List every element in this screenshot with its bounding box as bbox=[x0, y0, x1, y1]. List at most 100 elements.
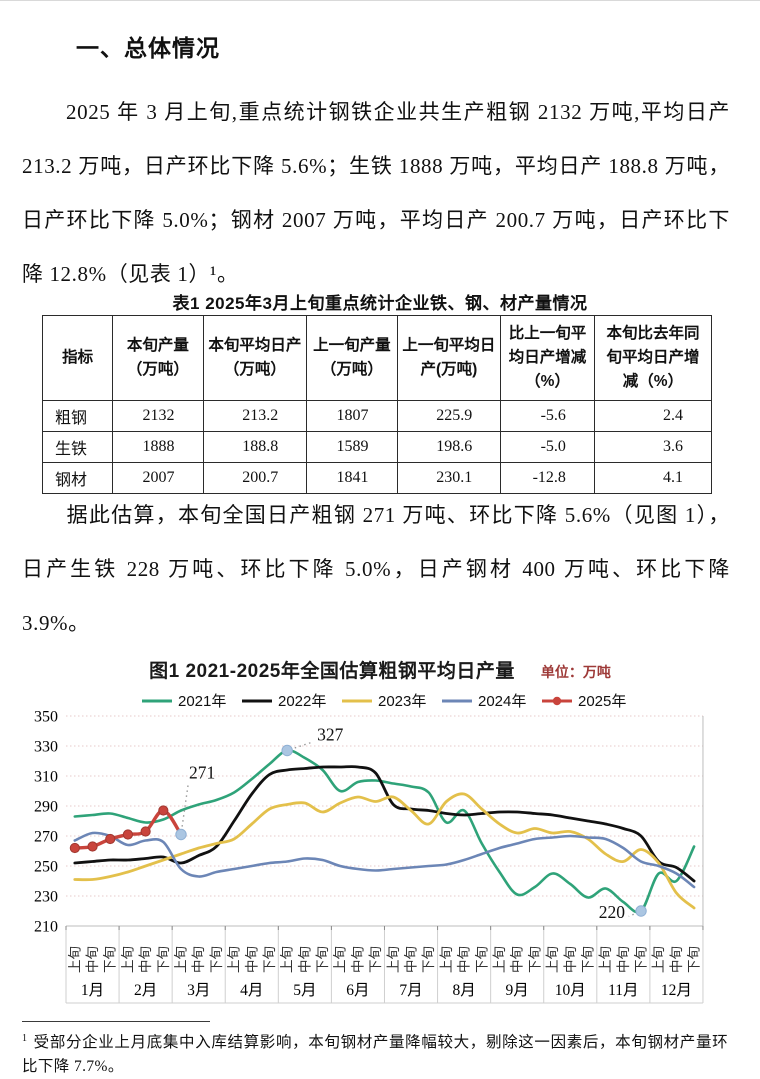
series-line-2022年 bbox=[73, 765, 696, 883]
x-period-label: 上旬 bbox=[174, 946, 189, 973]
footnote-marker: 1 bbox=[22, 1033, 28, 1044]
x-period-label: 中旬 bbox=[191, 946, 206, 973]
legend-item-2022年: 2022年 bbox=[242, 693, 326, 710]
x-month-label: 5月 bbox=[293, 982, 316, 999]
data-point-marker bbox=[140, 826, 151, 837]
table-header-cell: 本旬平均日产（万吨） bbox=[202, 314, 308, 402]
callout-marker bbox=[635, 905, 647, 917]
chart-unit-label: 单位：万吨 bbox=[540, 664, 611, 680]
data-point-marker bbox=[105, 833, 116, 845]
svg-text:270: 270 bbox=[34, 829, 58, 846]
x-month-label: 9月 bbox=[506, 982, 529, 999]
x-period-label: 中旬 bbox=[404, 946, 419, 973]
svg-text:250: 250 bbox=[34, 859, 58, 876]
legend-item-2021年: 2021年 bbox=[142, 693, 226, 710]
table-cell: 1807 bbox=[306, 400, 398, 433]
data-point-marker bbox=[158, 805, 169, 816]
x-period-label: 中旬 bbox=[85, 946, 100, 973]
paragraph-production-summary: 2025 年 3 月上旬,重点统计钢铁企业共生产粗钢 2132 万吨,平均日产 … bbox=[22, 85, 730, 301]
table-row-label: 粗钢 bbox=[41, 400, 114, 433]
annotation-label: 327 bbox=[317, 725, 344, 745]
table-cell: 1888 bbox=[112, 431, 204, 464]
x-period-label: 下旬 bbox=[156, 946, 171, 973]
x-period-label: 上旬 bbox=[492, 946, 507, 973]
x-month-label: 2月 bbox=[134, 982, 157, 999]
x-period-label: 上旬 bbox=[227, 946, 242, 973]
x-period-label: 中旬 bbox=[244, 946, 259, 973]
x-period-label: 下旬 bbox=[474, 946, 489, 973]
x-period-label: 中旬 bbox=[616, 946, 631, 973]
data-point-marker bbox=[69, 842, 80, 854]
legend-label: 2024年 bbox=[478, 693, 526, 710]
x-month-label: 1月 bbox=[81, 982, 104, 999]
x-period-label: 下旬 bbox=[368, 946, 383, 973]
svg-text:350: 350 bbox=[34, 709, 58, 726]
table-header-row: 指标 本旬产量（万吨） 本旬平均日产（万吨） 上一旬产量（万吨） 上一旬平均日产(万吨)… bbox=[41, 314, 713, 402]
table-header-cell: 上一旬平均日产(万吨) bbox=[396, 314, 502, 402]
x-period-label: 下旬 bbox=[634, 946, 649, 973]
legend-item-2024年: 2024年 bbox=[442, 693, 526, 710]
svg-text:290: 290 bbox=[34, 799, 58, 816]
svg-text:230: 230 bbox=[34, 889, 58, 906]
table-cell: 1589 bbox=[306, 431, 398, 464]
x-month-label: 8月 bbox=[452, 982, 475, 999]
callout-marker bbox=[175, 828, 187, 841]
chart-title-row: 图1 2021-2025年全国估算粗钢平均日产量 单位：万吨 bbox=[0, 656, 760, 683]
table-header-cell: 比上一旬平均日产增减（%） bbox=[500, 314, 595, 402]
x-period-label: 下旬 bbox=[315, 946, 330, 973]
annotation-label: 220 bbox=[599, 902, 626, 922]
x-period-label: 上旬 bbox=[280, 946, 295, 973]
table-title: 表1 2025年3月上旬重点统计企业铁、钢、材产量情况 bbox=[172, 294, 588, 313]
table-header-cell: 本旬产量（万吨） bbox=[112, 314, 204, 402]
x-period-label: 上旬 bbox=[651, 946, 666, 973]
annotation-271: 271 bbox=[175, 763, 215, 841]
table-row-label: 生铁 bbox=[41, 431, 114, 464]
x-period-label: 中旬 bbox=[510, 946, 525, 973]
footnote-text: 受部分企业上月底集中入库结算影响，本旬钢材产量降幅较大，剔除这一因素后，本旬钢材… bbox=[22, 1034, 728, 1076]
x-period-label: 中旬 bbox=[457, 946, 472, 973]
x-month-label: 3月 bbox=[187, 982, 210, 999]
x-month-label: 12月 bbox=[661, 982, 692, 999]
svg-text:310: 310 bbox=[34, 769, 58, 786]
data-point-marker bbox=[122, 829, 134, 840]
x-period-label: 上旬 bbox=[67, 946, 82, 973]
table-cell: 3.6 bbox=[593, 431, 713, 464]
table-cell: 225.9 bbox=[396, 400, 502, 433]
paragraph-text: 2025 年 3 月上旬,重点统计钢铁企业共生产粗钢 2132 万吨,平均日产 … bbox=[22, 100, 730, 286]
svg-text:330: 330 bbox=[34, 739, 58, 756]
production-table: 指标 本旬产量（万吨） 本旬平均日产（万吨） 上一旬产量（万吨） 上一旬平均日产(万吨)… bbox=[41, 314, 713, 495]
table-row: 生铁 1888 188.8 1589 198.6 -5.0 3.6 bbox=[41, 431, 713, 464]
x-period-label: 中旬 bbox=[669, 946, 684, 973]
x-period-label: 下旬 bbox=[262, 946, 277, 973]
table-cell: 2132 bbox=[112, 400, 204, 433]
table-cell: -5.0 bbox=[500, 431, 595, 464]
table-header-cell: 上一旬产量（万吨） bbox=[306, 314, 398, 402]
y-axis-labels: 210 230 250 270 290 310 330 350 bbox=[34, 709, 58, 936]
paragraph-national-estimate: 据此估算，本旬全国日产粗钢 271 万吨、环比下降 5.6%（见图 1），日产生… bbox=[22, 488, 730, 650]
table-row: 钢材 2007 200.7 1841 230.1 -12.8 4.1 bbox=[41, 462, 713, 495]
footnote-separator bbox=[22, 1021, 210, 1022]
section-heading: 一、总体情况 bbox=[76, 35, 220, 61]
x-period-label: 下旬 bbox=[103, 946, 118, 973]
legend-item-2023年: 2023年 bbox=[342, 693, 426, 710]
table-header-cell: 指标 bbox=[41, 314, 114, 402]
table-cell: 2007 bbox=[112, 462, 204, 495]
x-period-label: 上旬 bbox=[598, 946, 613, 973]
x-month-label: 11月 bbox=[608, 982, 638, 999]
table-cell: -5.6 bbox=[500, 400, 595, 433]
series-line-2021年 bbox=[73, 749, 696, 914]
series-line-2024年 bbox=[73, 831, 696, 889]
annotation-327: 327 bbox=[281, 725, 344, 757]
table-cell: 188.8 bbox=[202, 431, 308, 464]
table-cell: 4.1 bbox=[593, 462, 713, 495]
x-period-label: 中旬 bbox=[138, 946, 153, 973]
x-month-label: 6月 bbox=[346, 982, 369, 999]
legend-label: 2022年 bbox=[278, 693, 326, 710]
x-period-label: 中旬 bbox=[350, 946, 365, 973]
paragraph-text: 据此估算，本旬全国日产粗钢 271 万吨、环比下降 5.6%（见图 1），日产生… bbox=[22, 503, 730, 635]
legend-item-2025年: 2025年 bbox=[542, 693, 626, 710]
annotation-label: 271 bbox=[189, 763, 215, 783]
x-period-label: 上旬 bbox=[333, 946, 348, 973]
chart-title: 图1 2021-2025年全国估算粗钢平均日产量 bbox=[149, 661, 515, 682]
